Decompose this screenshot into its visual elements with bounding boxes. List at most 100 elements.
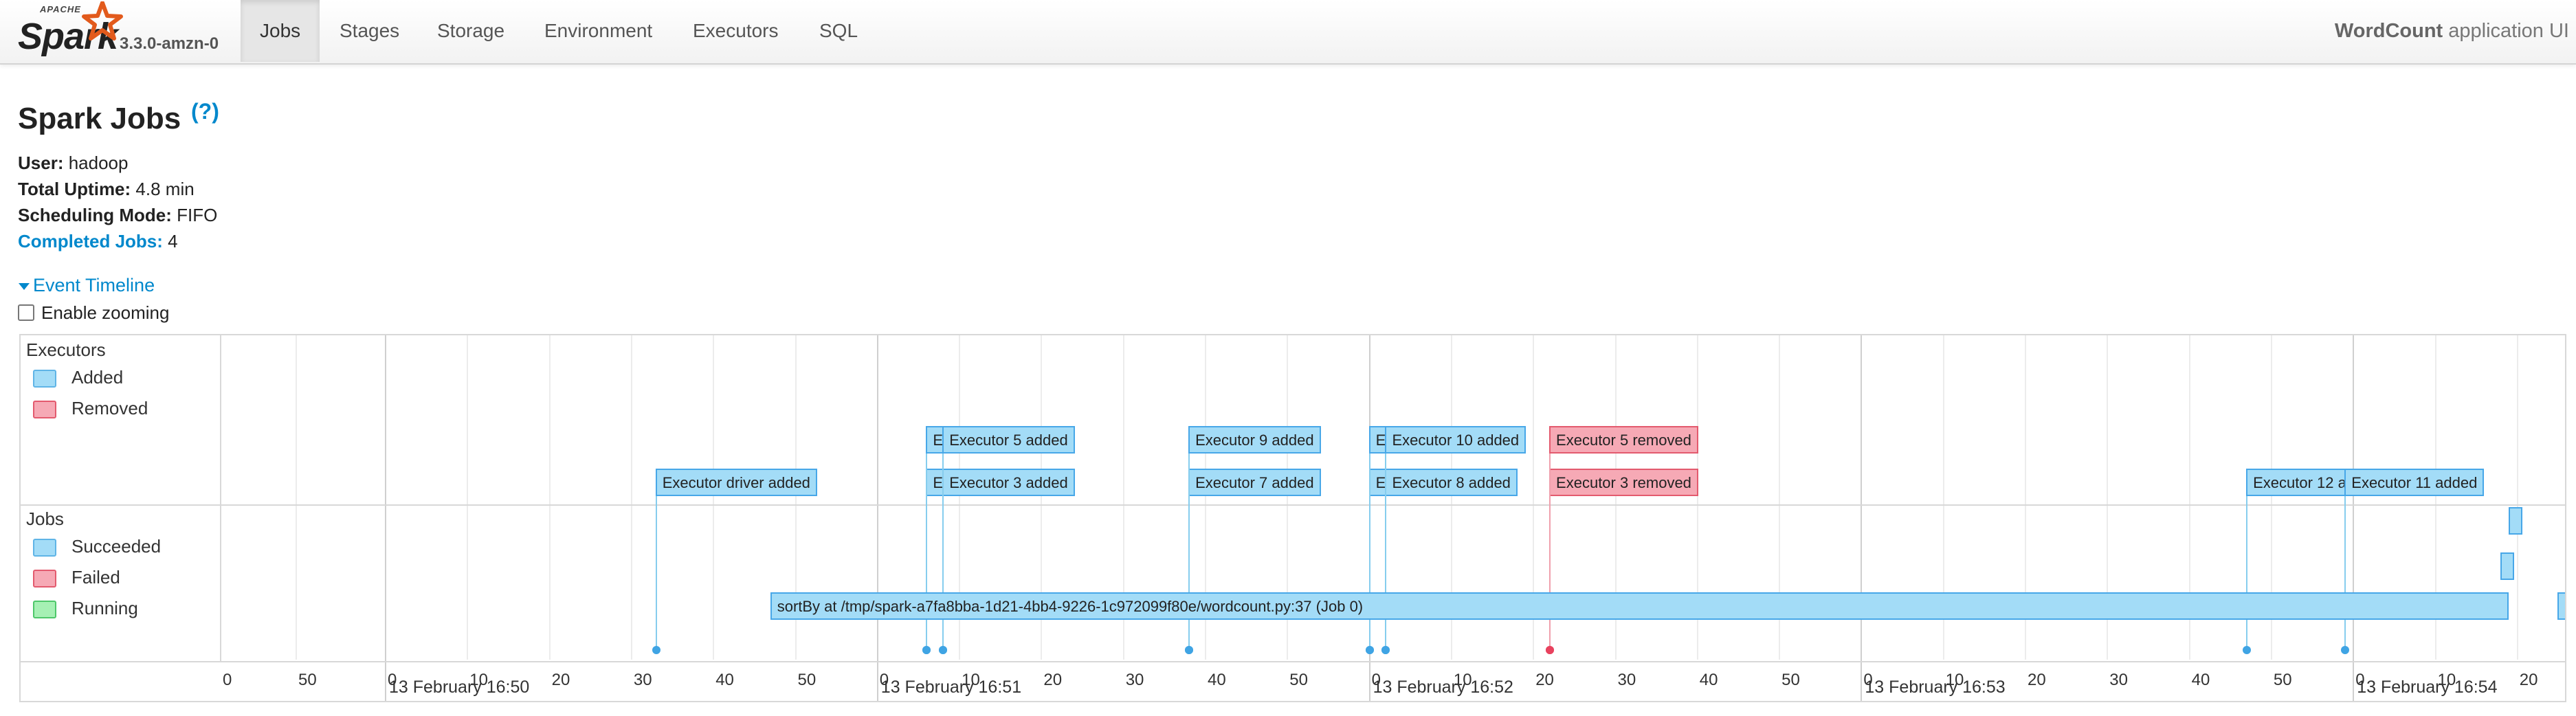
- major-grid-line: [385, 335, 386, 701]
- running-swatch: [33, 601, 56, 619]
- executor-event-dot[interactable]: [652, 646, 660, 654]
- enable-zooming-row[interactable]: Enable zooming: [18, 302, 169, 324]
- executor-event-dot[interactable]: [2243, 646, 2252, 654]
- executor-event-dot[interactable]: [1546, 646, 1555, 654]
- axis-tick-label: 10: [1453, 671, 1472, 689]
- user-value: hadoop: [68, 153, 129, 173]
- executor-event-connector: [942, 454, 944, 650]
- executor-event-connector: [1368, 454, 1370, 650]
- grid-line: [959, 335, 961, 660]
- jobs-group-label: Jobs Succeeded Failed Running: [21, 504, 221, 661]
- executors-group-label: Executors Added Removed: [21, 335, 221, 504]
- nav-tab-executors[interactable]: Executors: [693, 20, 779, 41]
- grid-line: [2188, 335, 2190, 660]
- nav-tab-stages[interactable]: Stages: [340, 20, 400, 41]
- axis-tick-label: 40: [1208, 671, 1226, 689]
- executor-event-removed[interactable]: Executor 3 removed: [1549, 469, 1698, 496]
- grid-line: [1942, 335, 1944, 660]
- nav-tab-storage[interactable]: Storage: [437, 20, 505, 41]
- axis-date-label: 13 February 16:53: [1865, 678, 2006, 697]
- executor-event-removed[interactable]: Executor 5 removed: [1549, 426, 1698, 454]
- brand-apache-text: APACHE: [40, 4, 81, 14]
- axis-tick-label: 0: [2355, 671, 2365, 689]
- uptime-info: Total Uptime: 4.8 min: [18, 179, 195, 200]
- grid-line: [1122, 335, 1124, 660]
- axis-date-label: 13 February 16:50: [389, 678, 530, 697]
- spark-logo[interactable]: APACHE Spark 3.3.0-amzn-0: [16, 1, 243, 60]
- executors-group-title: Executors: [26, 339, 106, 360]
- job-bar-succeeded[interactable]: sortBy at /tmp/spark-a7fa8bba-1d21-4bb4-…: [770, 592, 2509, 620]
- scheduling-mode-info: Scheduling Mode: FIFO: [18, 205, 217, 226]
- event-timeline-label: Event Timeline: [33, 275, 155, 295]
- user-key: User:: [18, 153, 64, 173]
- axis-tick-label: 0: [1371, 671, 1381, 689]
- help-link[interactable]: (?): [191, 99, 219, 124]
- executor-event-added[interactable]: Executor driver added: [655, 469, 817, 496]
- job-bar-succeeded[interactable]: [2500, 552, 2514, 580]
- app-title-suffix: application UI: [2443, 20, 2569, 42]
- axis-tick-label: 50: [1781, 671, 1800, 689]
- axis-tick-label: 40: [2191, 671, 2210, 689]
- executor-event-dot[interactable]: [939, 646, 948, 654]
- executor-event-added[interactable]: Executor 5 added: [942, 426, 1075, 454]
- caret-down-icon: [19, 282, 30, 290]
- event-timeline[interactable]: 0 50 0 10 20 30 40 50 0 10 20 30 40 50 0 10 20 30 40 50 0 10 2…: [19, 334, 2566, 702]
- axis-tick-label: 30: [633, 671, 652, 689]
- grid-line: [2516, 335, 2518, 660]
- axis-tick-label: 0: [1863, 671, 1873, 689]
- legend-running: Running: [33, 598, 138, 619]
- nav-tab-environment[interactable]: Environment: [544, 20, 653, 41]
- executor-event-dot[interactable]: [1365, 646, 1374, 654]
- grid-line: [296, 335, 297, 660]
- axis-tick-label: 20: [1535, 671, 1554, 689]
- axis-tick-label: 50: [797, 671, 817, 689]
- executor-event-connector: [655, 496, 657, 650]
- grid-line: [467, 335, 469, 660]
- executor-event-dot[interactable]: [922, 646, 931, 654]
- grid-line: [1450, 335, 1452, 660]
- executor-event-dot[interactable]: [1381, 646, 1390, 654]
- brand-spark-text: Spark: [18, 16, 118, 57]
- legend-removed: Removed: [33, 398, 148, 419]
- job-bar-succeeded[interactable]: cs: [2557, 592, 2565, 620]
- executor-event-added[interactable]: Executor 9 added: [1188, 426, 1321, 454]
- executor-event-connector: [1385, 454, 1387, 650]
- enable-zooming-label: Enable zooming: [41, 302, 170, 323]
- executor-event-dot[interactable]: [1185, 646, 1194, 654]
- axis-tick-label: 30: [1125, 671, 1144, 689]
- enable-zooming-checkbox[interactable]: [18, 304, 34, 321]
- axis-tick-label: 10: [962, 671, 980, 689]
- executor-event-dot[interactable]: [2341, 646, 2350, 654]
- legend-removed-label: Removed: [71, 398, 148, 418]
- event-timeline-toggle[interactable]: Event Timeline: [18, 275, 155, 296]
- executor-event-added[interactable]: Executor 8 added: [1385, 469, 1518, 496]
- completed-jobs-info: Completed Jobs: 4: [18, 231, 178, 252]
- major-grid-line: [1861, 335, 1863, 701]
- job-bar-succeeded[interactable]: [2508, 507, 2522, 535]
- executor-event-added[interactable]: Executor 7 added: [1188, 469, 1321, 496]
- executor-event-added[interactable]: Executor 10 added: [1385, 426, 1526, 454]
- grid-line: [2107, 335, 2109, 660]
- axis-tick-label: 50: [2273, 671, 2292, 689]
- major-grid-line: [2353, 335, 2355, 701]
- legend-added-label: Added: [71, 367, 124, 388]
- axis-tick-label: 40: [1699, 671, 1718, 689]
- executor-event-connector: [2344, 496, 2346, 650]
- uptime-value: 4.8 min: [135, 179, 195, 199]
- nav-tab-jobs[interactable]: Jobs: [241, 0, 320, 62]
- executor-event-connector: [1188, 454, 1190, 650]
- scheduling-mode-key: Scheduling Mode:: [18, 205, 172, 225]
- executor-event-added[interactable]: Executor 3 added: [942, 469, 1075, 496]
- legend-running-label: Running: [71, 598, 138, 618]
- nav-tab-sql[interactable]: SQL: [819, 20, 858, 41]
- completed-jobs-link[interactable]: Completed Jobs:: [18, 231, 163, 251]
- grid-line: [2434, 335, 2436, 660]
- grid-line: [1614, 335, 1617, 660]
- uptime-key: Total Uptime:: [18, 179, 131, 199]
- axis-date-label: 13 February 16:51: [880, 678, 1022, 697]
- executor-event-added[interactable]: Executor 11 added: [2344, 469, 2485, 496]
- navbar: APACHE Spark 3.3.0-amzn-0 Jobs Stages Stor…: [0, 0, 2576, 65]
- axis-tick-label: 30: [2109, 671, 2128, 689]
- grid-line: [2025, 335, 2026, 660]
- scheduling-mode-value: FIFO: [177, 205, 218, 225]
